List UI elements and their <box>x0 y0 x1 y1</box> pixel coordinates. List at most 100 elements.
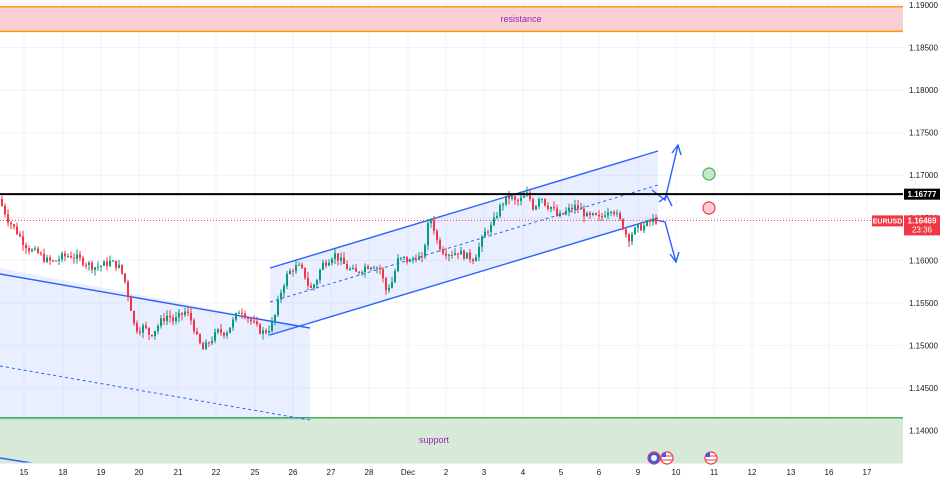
candle-down <box>244 313 246 318</box>
candle-down <box>628 234 630 242</box>
stop-marker-red[interactable] <box>702 201 716 215</box>
candle-down <box>43 253 45 262</box>
price-tick-label: 1.19000 <box>909 1 938 10</box>
candle-down <box>64 253 66 257</box>
falling-channel-top-line[interactable] <box>0 273 311 329</box>
current-price-tag-background <box>904 215 940 236</box>
candle-up <box>334 253 336 259</box>
candle-down <box>208 342 210 344</box>
current-price-tag-text: 1.16469 <box>908 216 937 225</box>
price-tick-label: 1.15500 <box>909 299 938 308</box>
candle-up <box>586 212 588 217</box>
candle-down <box>583 208 585 217</box>
candle-up <box>331 258 333 263</box>
candle-up <box>100 265 102 267</box>
candle-down <box>547 205 549 209</box>
candle-up <box>103 261 105 266</box>
time-axis[interactable]: 15 18 19 20 21 22 25 26 27 28 Dec 2 3 4 5 6 9 10 11 12 13 16 1… <box>0 462 947 480</box>
candle-up <box>313 284 315 288</box>
candle-up <box>112 260 114 262</box>
candle-up <box>376 267 378 269</box>
time-axis-ticks: 15 18 19 20 21 22 25 26 27 28 Dec 2 3 4 5 6 9 10 11 12 13 16 1… <box>20 468 872 477</box>
candle-down <box>337 253 339 261</box>
candle-up <box>274 314 276 322</box>
candle-up <box>142 325 144 333</box>
bearish-path-arrow[interactable] <box>655 219 677 263</box>
candle-up <box>400 257 402 259</box>
candle-down <box>562 213 564 215</box>
candle-up <box>364 266 366 272</box>
candle-down <box>367 266 369 269</box>
candle-down <box>508 195 510 199</box>
candle-down <box>307 277 309 286</box>
candle-up <box>88 262 90 266</box>
candle-up <box>361 271 363 273</box>
time-tick-label: 4 <box>521 468 526 477</box>
candle-down <box>13 224 15 227</box>
candle-down <box>346 264 348 270</box>
candle-down <box>145 325 147 328</box>
candle-up <box>277 299 279 315</box>
candle-up <box>232 319 234 328</box>
candle-up <box>523 195 525 198</box>
candle-up <box>502 204 504 206</box>
symbol-tag[interactable]: EURUSD <box>872 215 903 227</box>
candle-down <box>469 252 471 260</box>
candle-up <box>646 220 648 226</box>
candle-down <box>439 240 441 250</box>
event-icons[interactable] <box>647 451 718 465</box>
candle-up <box>34 248 36 250</box>
candle-up <box>166 315 168 322</box>
candle-up <box>67 255 69 257</box>
candle-up <box>460 250 462 255</box>
time-tick-label: 16 <box>825 468 834 477</box>
candle-down <box>292 270 294 272</box>
candle-down <box>73 257 75 259</box>
candle-down <box>7 214 9 223</box>
price-axis[interactable]: 1.190001.185001.180001.175001.170001.165… <box>903 0 947 463</box>
event-dividend-icon[interactable] <box>647 451 661 465</box>
candle-down <box>379 267 381 270</box>
candle-down <box>259 324 261 334</box>
candle-up <box>352 268 354 270</box>
rising-channel-mid-line[interactable] <box>269 184 659 303</box>
falling-channel-fill <box>0 268 310 420</box>
candle-up <box>217 329 219 333</box>
candle-down <box>22 236 24 246</box>
candle-up <box>31 249 33 252</box>
price-tick-label: 1.14000 <box>909 427 938 436</box>
candle-up <box>295 265 297 272</box>
candle-up <box>484 231 486 237</box>
candle-up <box>235 313 237 320</box>
candle-up <box>403 256 405 258</box>
candle-up <box>643 225 645 231</box>
bullish-arrow-head <box>671 143 682 156</box>
candle-down <box>130 296 132 311</box>
candle-down <box>172 317 174 322</box>
candle-down <box>256 321 258 325</box>
candle-up <box>46 257 48 262</box>
rising-channel-lower-line[interactable] <box>269 217 659 336</box>
candle-up <box>481 236 483 247</box>
candle-up <box>511 196 513 199</box>
candle-up <box>271 321 273 331</box>
falling-channel-mid-line[interactable] <box>0 365 311 421</box>
candle-down <box>445 253 447 256</box>
event-us-flag-icon[interactable] <box>660 451 674 465</box>
event-us-flag-icon[interactable] <box>704 451 718 465</box>
candle-up <box>592 213 594 215</box>
candle-up <box>94 267 96 270</box>
candle-down <box>85 264 87 266</box>
candle-down <box>421 256 423 258</box>
countdown-text: 23:36 <box>912 225 933 234</box>
support-zone: support <box>0 416 903 463</box>
candle-down <box>16 226 18 235</box>
target-marker-green[interactable] <box>702 167 716 181</box>
price-tick-label: 1.15000 <box>909 341 938 350</box>
candle-up <box>475 257 477 262</box>
candle-down <box>106 261 108 266</box>
time-tick-label: 3 <box>482 468 487 477</box>
candlestick-series <box>1 186 657 350</box>
candle-up <box>76 254 78 259</box>
